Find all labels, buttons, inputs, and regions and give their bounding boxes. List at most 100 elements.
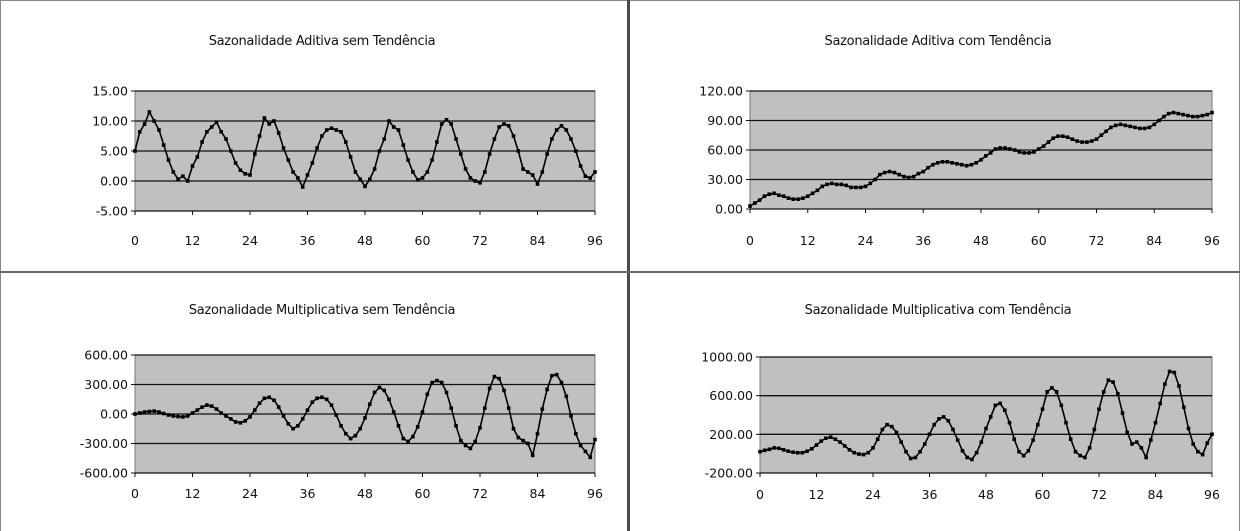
x-tick-label: 48 — [357, 486, 373, 501]
horizontal-divider — [0, 271, 1240, 273]
data-point — [305, 173, 310, 177]
x-tick-label: 12 — [800, 233, 816, 248]
data-point — [545, 387, 549, 392]
data-point — [1022, 151, 1027, 155]
data-point — [454, 424, 458, 428]
data-point — [583, 449, 588, 454]
data-point — [824, 436, 828, 440]
data-point — [810, 191, 815, 196]
data-point — [171, 414, 176, 418]
y-tick-label: 90.00 — [707, 113, 743, 128]
x-tick-label: 60 — [1035, 487, 1051, 502]
data-point — [334, 413, 338, 417]
data-point — [267, 395, 271, 400]
x-tick-label: 48 — [357, 233, 373, 248]
data-point — [353, 433, 358, 438]
data-point — [238, 168, 243, 172]
y-tick-label: 200.00 — [709, 427, 753, 442]
data-point — [526, 441, 530, 446]
data-point — [195, 155, 200, 159]
data-point — [1085, 140, 1089, 144]
data-point — [1128, 124, 1132, 129]
data-point — [1181, 112, 1185, 117]
data-point — [786, 449, 790, 453]
data-point — [516, 435, 521, 440]
data-point — [1056, 134, 1060, 138]
data-point — [516, 149, 521, 153]
data-point — [550, 373, 554, 378]
data-point — [878, 172, 882, 177]
x-tick-label: 12 — [185, 233, 201, 248]
y-tick-label: -200.00 — [705, 466, 753, 481]
data-point — [772, 191, 776, 196]
data-point — [502, 122, 506, 126]
data-point — [377, 149, 382, 153]
data-point — [1191, 442, 1195, 446]
data-point — [839, 182, 844, 187]
plot-area — [759, 356, 1213, 474]
data-point — [777, 446, 781, 451]
data-point — [1087, 446, 1092, 450]
data-point — [834, 182, 839, 187]
data-point — [391, 410, 396, 414]
data-point — [979, 158, 983, 162]
data-point — [1166, 111, 1171, 116]
x-tick-label: 60 — [1031, 233, 1047, 248]
data-point — [861, 452, 866, 457]
data-point — [559, 380, 564, 385]
data-point — [243, 419, 247, 423]
data-point — [820, 184, 824, 189]
chart-title: Sazonalidade Multiplicativa com Tendênci… — [805, 303, 1072, 318]
data-point — [791, 197, 796, 201]
data-point — [214, 407, 219, 411]
data-point — [391, 125, 396, 129]
data-point — [890, 424, 894, 429]
data-point — [1113, 123, 1118, 128]
data-point — [473, 439, 477, 444]
data-point — [1109, 125, 1113, 130]
data-point — [1045, 390, 1049, 394]
x-tick-label: 72 — [472, 486, 488, 501]
data-point — [923, 442, 927, 446]
data-point — [578, 443, 583, 448]
data-point — [1041, 144, 1046, 148]
data-point — [897, 172, 901, 177]
data-point — [588, 455, 592, 460]
data-point — [945, 160, 950, 164]
data-point — [554, 372, 559, 377]
data-point — [825, 182, 829, 187]
data-point — [401, 143, 406, 147]
x-tick-label: 72 — [1089, 233, 1105, 248]
data-point — [190, 411, 195, 415]
data-point — [147, 409, 152, 414]
data-point — [478, 426, 482, 430]
y-tick-label: -5.00 — [96, 204, 128, 219]
y-tick-label: 0.00 — [715, 202, 743, 217]
data-point — [1191, 114, 1195, 119]
data-point — [296, 176, 300, 180]
data-point — [310, 400, 315, 404]
y-tick-label: 60.00 — [707, 143, 743, 158]
y-tick-label: -600.00 — [80, 466, 128, 481]
data-point — [521, 167, 525, 171]
x-tick-label: 84 — [1148, 487, 1164, 502]
data-point — [908, 456, 913, 461]
data-point — [272, 398, 276, 402]
data-point — [382, 388, 386, 393]
data-point — [161, 143, 166, 147]
data-point — [253, 408, 257, 412]
x-tick-label: 36 — [922, 487, 938, 502]
data-point — [964, 163, 969, 168]
data-point — [1120, 411, 1125, 415]
data-point — [1116, 391, 1120, 396]
data-point — [459, 438, 463, 443]
data-point — [200, 405, 204, 409]
data-point — [530, 453, 535, 458]
data-point — [569, 414, 573, 418]
data-point — [1094, 137, 1099, 141]
data-point — [887, 169, 892, 174]
data-point — [940, 160, 945, 164]
data-point — [1070, 137, 1075, 141]
data-point — [984, 426, 988, 431]
data-point — [1008, 147, 1012, 151]
